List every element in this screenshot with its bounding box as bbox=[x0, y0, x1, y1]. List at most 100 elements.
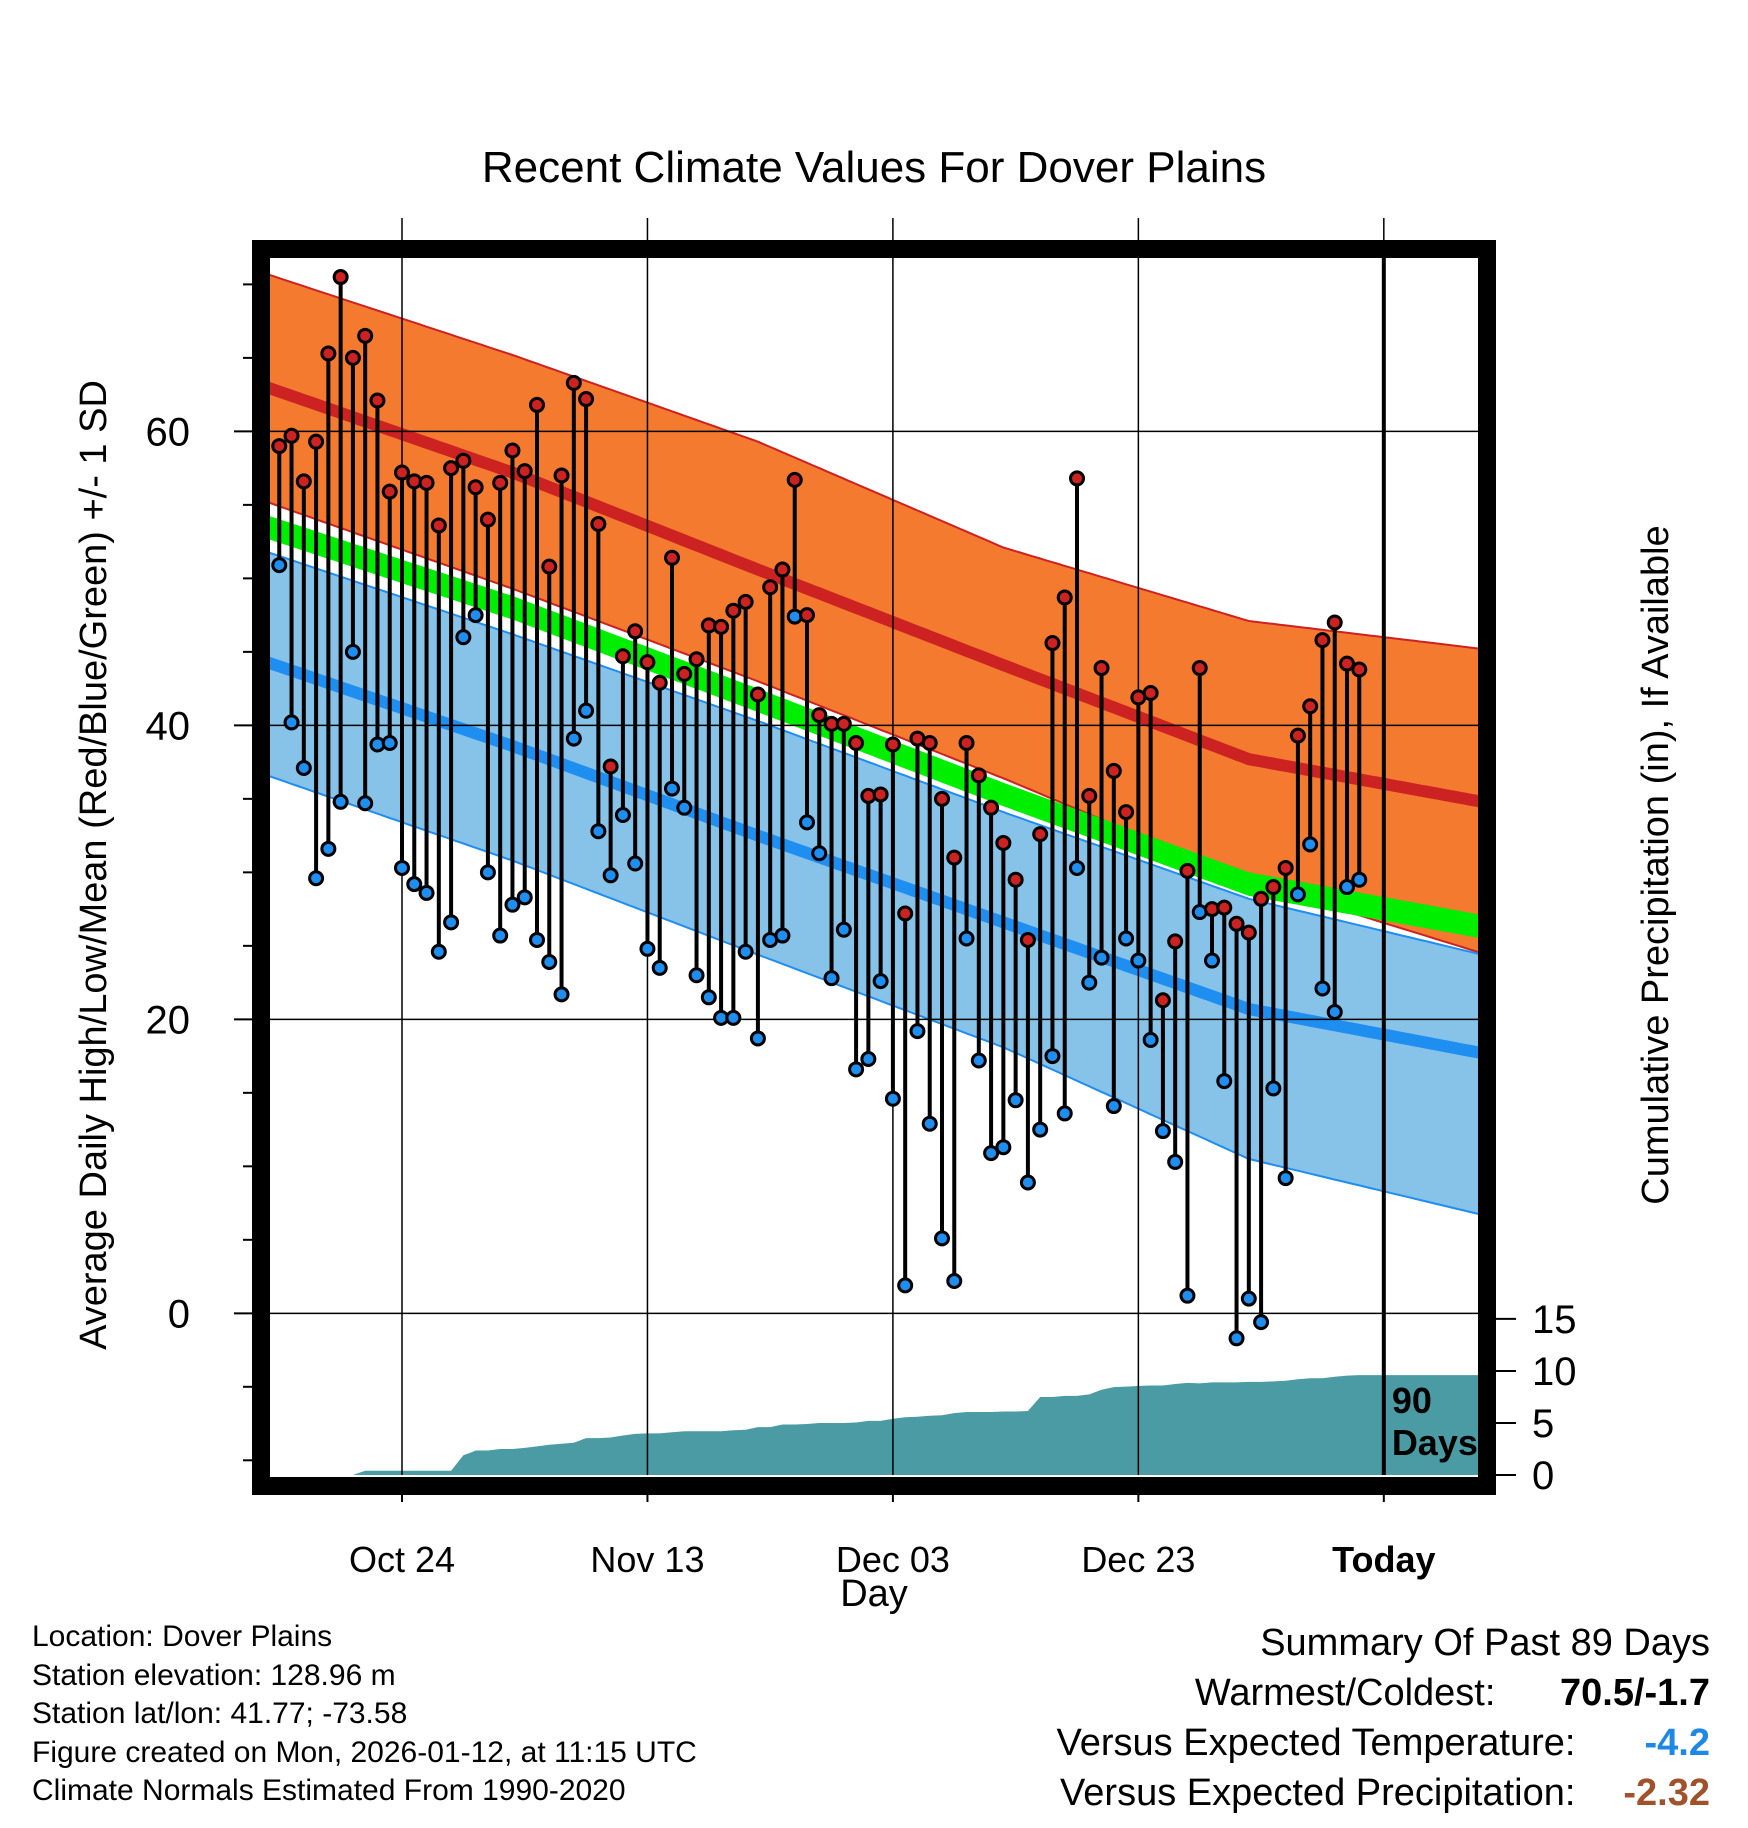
x-tick-label: Today bbox=[1332, 1539, 1435, 1580]
daily-low-point bbox=[664, 780, 680, 797]
station-location: Location: Dover Plains bbox=[32, 1620, 333, 1653]
daily-low-point bbox=[418, 884, 435, 901]
precip-area bbox=[267, 1375, 1482, 1475]
climate-normals-note: Climate Normals Estimated From 1990-2020 bbox=[32, 1774, 626, 1807]
daily-high-point bbox=[897, 905, 914, 922]
daily-high-point bbox=[479, 511, 496, 528]
daily-low-point bbox=[835, 921, 852, 938]
daily-low-point bbox=[970, 1052, 987, 1069]
x-axis-label: Day bbox=[840, 1573, 908, 1615]
daily-high-point bbox=[884, 736, 901, 753]
daily-low-point bbox=[357, 795, 374, 812]
daily-low-point bbox=[553, 986, 570, 1003]
daily-high-point bbox=[983, 799, 1000, 816]
daily-low-point bbox=[1240, 1290, 1257, 1307]
daily-high-point bbox=[394, 464, 410, 481]
daily-high-point bbox=[737, 593, 754, 610]
daily-low-point bbox=[934, 1230, 950, 1247]
daily-high-point bbox=[418, 474, 435, 491]
daily-high-point bbox=[467, 479, 484, 496]
daily-high-point bbox=[1179, 862, 1196, 879]
daily-low-point bbox=[860, 1051, 877, 1068]
daily-low-point bbox=[749, 1030, 766, 1047]
daily-high-point bbox=[443, 460, 460, 477]
daily-low-point bbox=[884, 1090, 901, 1107]
daily-high-point bbox=[308, 433, 325, 450]
y2-tick-label: 15 bbox=[1532, 1298, 1577, 1342]
daily-high-point bbox=[651, 674, 668, 691]
daily-high-point bbox=[676, 665, 693, 682]
daily-low-point bbox=[430, 943, 447, 960]
low-sd-lower-line bbox=[267, 774, 1482, 1216]
daily-high-point bbox=[1265, 879, 1282, 896]
daily-low-point bbox=[1216, 1073, 1233, 1090]
daily-high-point bbox=[774, 561, 791, 578]
y2-tick-label: 10 bbox=[1532, 1350, 1577, 1394]
daily-low-point bbox=[1302, 836, 1319, 853]
summary-temp-row: Versus Expected Temperature: -4.2 bbox=[1057, 1718, 1710, 1768]
daily-high-point bbox=[664, 549, 680, 566]
daily-high-point bbox=[639, 654, 656, 671]
daily-low-point bbox=[627, 855, 644, 872]
daily-low-point bbox=[995, 1139, 1012, 1156]
daily-high-point bbox=[1105, 762, 1122, 779]
daily-high-point bbox=[455, 452, 472, 469]
daily-low-point bbox=[651, 959, 668, 976]
station-info: Location: Dover Plains Station elevation… bbox=[32, 1618, 697, 1811]
daily-low-point bbox=[700, 989, 717, 1006]
daily-high-point bbox=[713, 618, 730, 635]
daily-low-point bbox=[614, 807, 631, 824]
daily-low-point bbox=[1204, 952, 1220, 969]
daily-high-point bbox=[946, 849, 963, 866]
daily-high-point bbox=[492, 474, 509, 491]
y-tick-label: 20 bbox=[146, 998, 191, 1042]
daily-high-point bbox=[590, 515, 607, 532]
chart-title: Recent Climate Values For Dover Plains bbox=[482, 143, 1266, 192]
daily-high-point bbox=[1339, 655, 1355, 672]
daily-high-point bbox=[1240, 924, 1257, 941]
daily-low-point bbox=[909, 1023, 926, 1040]
daily-high-point bbox=[1007, 871, 1024, 888]
daily-low-point bbox=[1044, 1048, 1061, 1065]
daily-high-point bbox=[504, 442, 521, 459]
daily-low-point bbox=[737, 943, 754, 960]
daily-low-point bbox=[1277, 1170, 1294, 1187]
daily-low-point bbox=[958, 930, 975, 947]
daily-low-point bbox=[602, 867, 619, 884]
summary-title: Summary Of Past 89 Days bbox=[1260, 1622, 1710, 1664]
daily-low-point bbox=[541, 954, 558, 971]
daily-low-point bbox=[1326, 1003, 1343, 1020]
daily-high-point bbox=[799, 607, 815, 624]
daily-low-point bbox=[1007, 1092, 1024, 1109]
daily-high-point bbox=[1032, 826, 1049, 843]
precip-departure-value: -2.32 bbox=[1623, 1772, 1710, 1814]
daily-high-point bbox=[1314, 632, 1331, 649]
daily-low-point bbox=[897, 1277, 914, 1294]
summary-warmest-row: Warmest/Coldest: 70.5/-1.7 bbox=[1057, 1668, 1710, 1718]
daily-high-point bbox=[786, 471, 803, 488]
daily-high-point bbox=[320, 345, 337, 362]
daily-low-point bbox=[1069, 859, 1085, 876]
daily-low-point bbox=[516, 889, 533, 906]
daily-high-point bbox=[381, 483, 398, 500]
daily-high-point bbox=[1253, 890, 1270, 907]
high-sd-upper-line bbox=[267, 273, 1482, 650]
daily-high-point bbox=[357, 327, 374, 344]
y2-tick-label: 0 bbox=[1532, 1454, 1554, 1498]
daily-high-point bbox=[1069, 470, 1085, 487]
normal-low-line bbox=[267, 656, 1482, 1060]
today-label-days-word: Days bbox=[1392, 1422, 1478, 1463]
temp-departure-value: -4.2 bbox=[1644, 1722, 1710, 1764]
climate-chart: Recent Climate Values For Dover Plains 9… bbox=[73, 143, 1677, 1615]
daily-low-point bbox=[946, 1272, 963, 1289]
daily-high-point bbox=[1302, 698, 1319, 715]
daily-high-point bbox=[1191, 660, 1208, 677]
daily-low-point bbox=[1289, 886, 1306, 903]
daily-high-point bbox=[283, 427, 300, 444]
daily-low-point bbox=[283, 714, 300, 731]
daily-low-point bbox=[1032, 1121, 1049, 1138]
daily-low-point bbox=[872, 973, 889, 990]
daily-high-point bbox=[1056, 589, 1073, 606]
daily-low-point bbox=[271, 557, 288, 574]
daily-low-point bbox=[1093, 949, 1110, 966]
